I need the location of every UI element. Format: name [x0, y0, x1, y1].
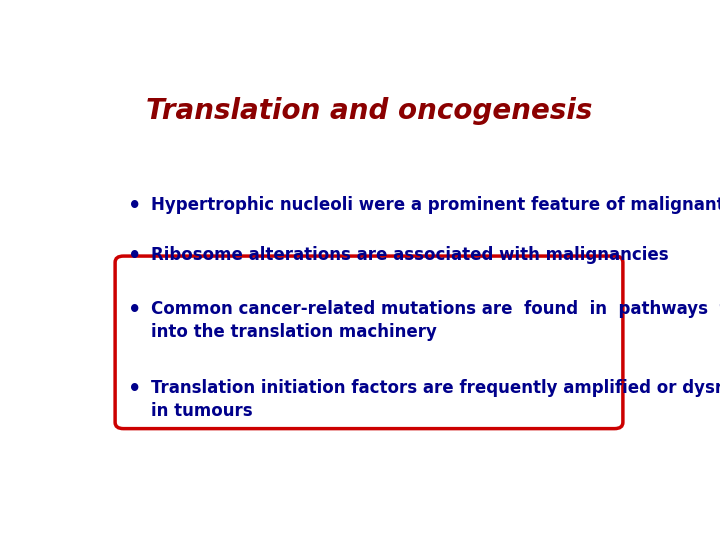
Text: Translation initiation factors are frequently amplified or dysregulated
in tumou: Translation initiation factors are frequ…	[151, 379, 720, 420]
Text: •: •	[128, 246, 141, 266]
Text: Hypertrophic nucleoli were a prominent feature of malignant cell: Hypertrophic nucleoli were a prominent f…	[151, 196, 720, 214]
Text: •: •	[128, 379, 141, 399]
Text: •: •	[128, 196, 141, 216]
Text: •: •	[128, 300, 141, 320]
Text: Translation and oncogenesis: Translation and oncogenesis	[146, 97, 592, 125]
Text: Ribosome alterations are associated with malignancies: Ribosome alterations are associated with…	[151, 246, 669, 264]
Text: Common cancer-related mutations are  found  in  pathways  feeding
into the trans: Common cancer-related mutations are foun…	[151, 300, 720, 341]
